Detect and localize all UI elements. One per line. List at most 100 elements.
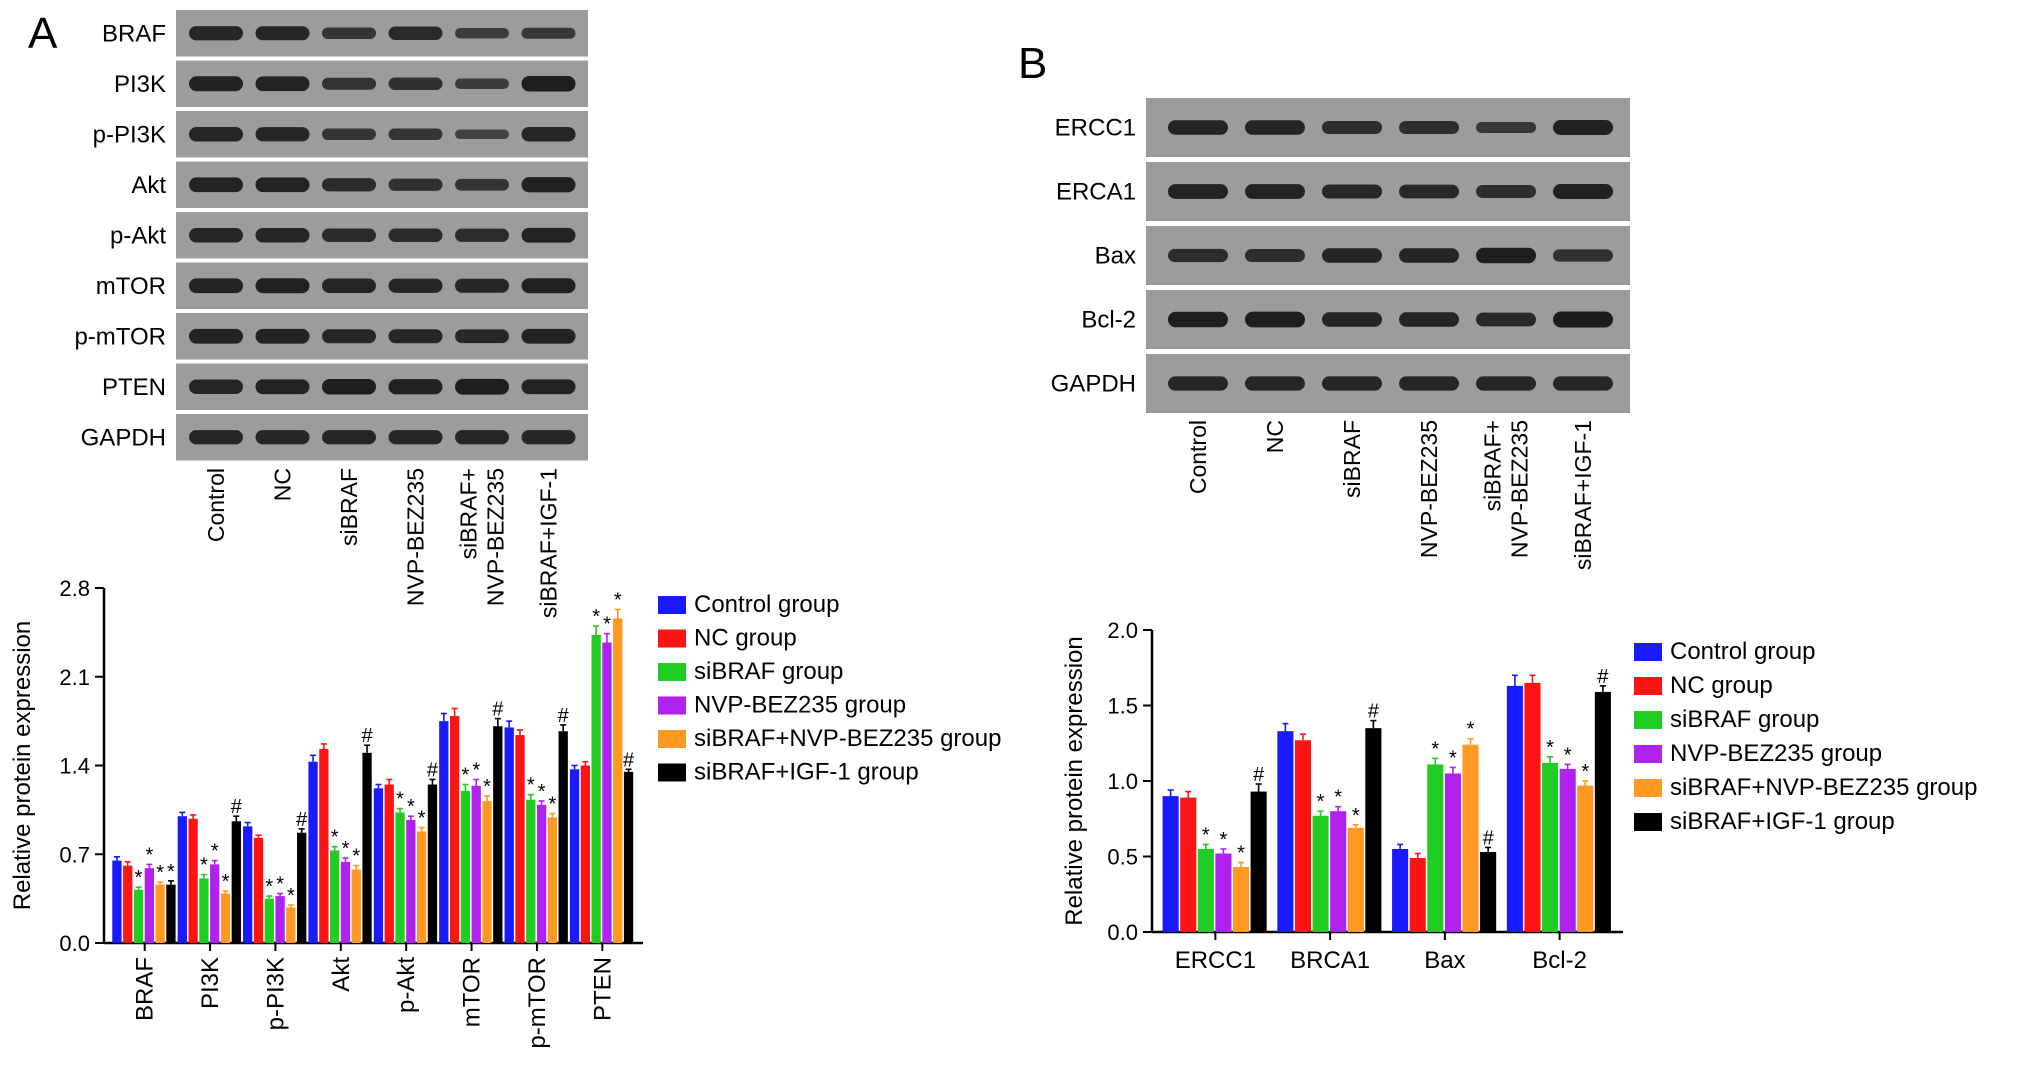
blot-label: Bcl-2: [1081, 307, 1136, 334]
significance-mark: *: [1220, 829, 1228, 851]
y-tick-label: 2.0: [1107, 618, 1138, 643]
significance-mark: *: [145, 844, 153, 866]
blot-band: [322, 430, 376, 445]
significance-mark: *: [1202, 824, 1210, 846]
blot-band: [322, 27, 376, 39]
legend-label: NVP-BEZ235 group: [1670, 740, 1882, 767]
blot-band: [1553, 311, 1613, 328]
lane-label: NVP-BEZ235: [403, 468, 429, 606]
blot-band: [1476, 185, 1536, 198]
bar: [275, 896, 285, 943]
significance-mark: *: [156, 862, 164, 884]
significance-mark: *: [1449, 747, 1457, 769]
blot-band: [1476, 247, 1536, 264]
legend-swatch: [1634, 745, 1662, 763]
blot-label: GAPDH: [1051, 371, 1136, 398]
significance-mark: #: [1597, 666, 1609, 688]
blot-band: [455, 430, 509, 445]
bar: [155, 884, 165, 943]
blot-band: [1399, 312, 1459, 327]
significance-mark: *: [483, 776, 491, 798]
significance-mark: *: [331, 827, 339, 849]
blot-band: [1322, 184, 1382, 199]
blot-band: [1245, 249, 1305, 262]
blot-band: [1399, 376, 1459, 391]
lane-label: Control: [203, 468, 229, 542]
lane-label-group: siBRAF+ NVP-BEZ235: [456, 468, 509, 606]
bar: [1444, 773, 1461, 932]
blot-band: [388, 26, 443, 40]
blot-band: [1322, 376, 1382, 391]
x-tick-label: Bax: [1424, 947, 1465, 974]
blot-band: [189, 228, 243, 243]
legend-swatch: [1634, 677, 1662, 695]
legend-label: siBRAF+IGF-1 group: [694, 759, 919, 786]
significance-mark: *: [1581, 761, 1589, 783]
significance-mark: *: [265, 876, 273, 898]
significance-mark: *: [603, 614, 611, 636]
blot-band: [255, 76, 310, 92]
bar: [308, 761, 318, 943]
bar: [188, 818, 198, 943]
blot-band: [189, 278, 243, 294]
blot-band: [1322, 248, 1382, 263]
blot-band: [189, 127, 243, 142]
bar: [373, 788, 384, 943]
blot-band: [521, 177, 576, 193]
blot-band: [1168, 248, 1228, 263]
blot-band: [189, 328, 243, 344]
x-tick-label: Bcl-2: [1532, 947, 1587, 974]
lane-label-group: siBRAF: [336, 468, 362, 546]
blot-band: [322, 128, 376, 140]
blot-panelA: BRAF PI3K p-PI3K Akt p-Akt mTOR p-mTOR PTEN GAPD…: [74, 10, 588, 618]
lane-label-group: siBRAF+IGF-1: [536, 468, 562, 618]
bar: [580, 765, 591, 943]
blot-band: [189, 177, 243, 193]
lane-label: NC: [270, 468, 296, 501]
legend-swatch: [658, 696, 686, 715]
significance-mark: #: [492, 699, 504, 721]
y-tick-label: 2.8: [59, 576, 90, 601]
lane-label-group: NVP-BEZ235: [403, 468, 429, 606]
blot-band: [189, 76, 243, 92]
bar: [351, 869, 361, 943]
legend-label: siBRAF+NVP-BEZ235 group: [1670, 774, 1977, 801]
lane-label-group: NC: [1262, 420, 1288, 453]
blot-band: [255, 177, 310, 193]
panel-a-letter: A: [28, 9, 58, 58]
significance-mark: *: [1467, 719, 1475, 741]
bar: [427, 784, 438, 943]
blot-band: [388, 329, 443, 344]
bar: [1215, 853, 1232, 932]
blot-band: [255, 379, 310, 395]
x-tick-label: p-PI3K: [262, 957, 289, 1030]
bar: [210, 864, 220, 943]
blot-band: [455, 329, 509, 344]
blot-band: [255, 26, 310, 41]
blot-label: Bax: [1095, 243, 1136, 270]
x-tick-label: Akt: [328, 957, 355, 992]
bar: [1594, 691, 1611, 932]
bar: [558, 731, 568, 943]
legend-swatch: [658, 629, 686, 648]
bar: [384, 784, 394, 943]
y-tick-label: 0.7: [59, 842, 90, 867]
legend-label: siBRAF group: [1670, 706, 1819, 733]
blot-band: [322, 379, 376, 395]
blot-band: [455, 28, 509, 39]
legend-label: NVP-BEZ235 group: [694, 692, 906, 719]
y-axis-title: Relative protein expression: [9, 621, 36, 911]
blot-band: [1476, 376, 1536, 391]
bar: [220, 893, 231, 943]
bar: [253, 837, 264, 943]
significance-mark: *: [276, 874, 284, 896]
bar: [144, 868, 154, 943]
y-axis-title: Relative protein expression: [1061, 636, 1088, 926]
bar: [1232, 867, 1250, 932]
lane-label-group: Control: [1185, 420, 1211, 494]
significance-mark: *: [472, 759, 480, 781]
significance-mark: *: [527, 775, 535, 797]
bar: [1506, 685, 1523, 932]
significance-mark: *: [418, 808, 426, 830]
